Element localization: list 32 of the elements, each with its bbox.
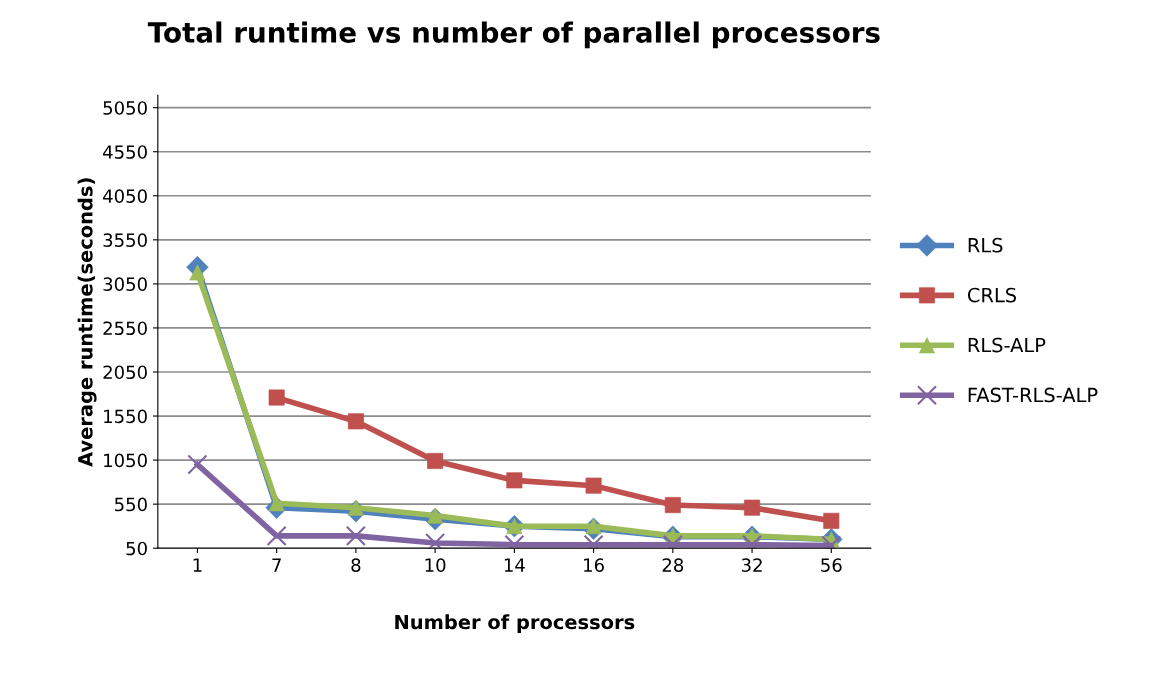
y-tick-label: 4550 [103, 145, 147, 159]
point [345, 525, 366, 546]
point [187, 454, 208, 475]
x-tick-label: 8 [351, 558, 361, 572]
legend-label: RLS-ALP [968, 337, 1046, 353]
y-tick-label: 1050 [104, 453, 147, 468]
x-axis-title: Number of processors [395, 614, 635, 634]
x-tick-label: 32 [741, 558, 762, 572]
x-tick-label: 7 [272, 558, 281, 572]
y-tick-label: 50 [126, 541, 147, 556]
point [347, 413, 364, 430]
y-tick-label: 5050 [103, 101, 147, 115]
x-tick-label: 56 [821, 558, 842, 572]
x-tick-label: 14 [504, 558, 525, 572]
legend-label: CRLS [967, 287, 1017, 303]
x-tick-label: 16 [584, 558, 604, 572]
y-tick-label: 3550 [103, 233, 147, 247]
point [266, 525, 287, 546]
chart-title: Total runtime vs number of parallel processors [147, 21, 880, 49]
legend-label: RLS [968, 237, 1003, 253]
y-tick-label: 1550 [104, 409, 147, 424]
y-tick-label: 2550 [103, 321, 147, 336]
x-tick-label: 1 [193, 558, 202, 572]
point [744, 499, 761, 516]
x-tick-label: 10 [425, 558, 446, 572]
y-tick-label: 3050 [103, 277, 147, 291]
legend-label: FAST-RLS-ALP [968, 387, 1098, 403]
y-axis-title: Average runtime(seconds) [77, 178, 97, 467]
y-tick-label: 2050 [103, 365, 147, 380]
y-tick-label: 550 [115, 497, 147, 512]
x-tick-label: 28 [662, 558, 684, 572]
y-tick-label: 4050 [103, 189, 147, 203]
